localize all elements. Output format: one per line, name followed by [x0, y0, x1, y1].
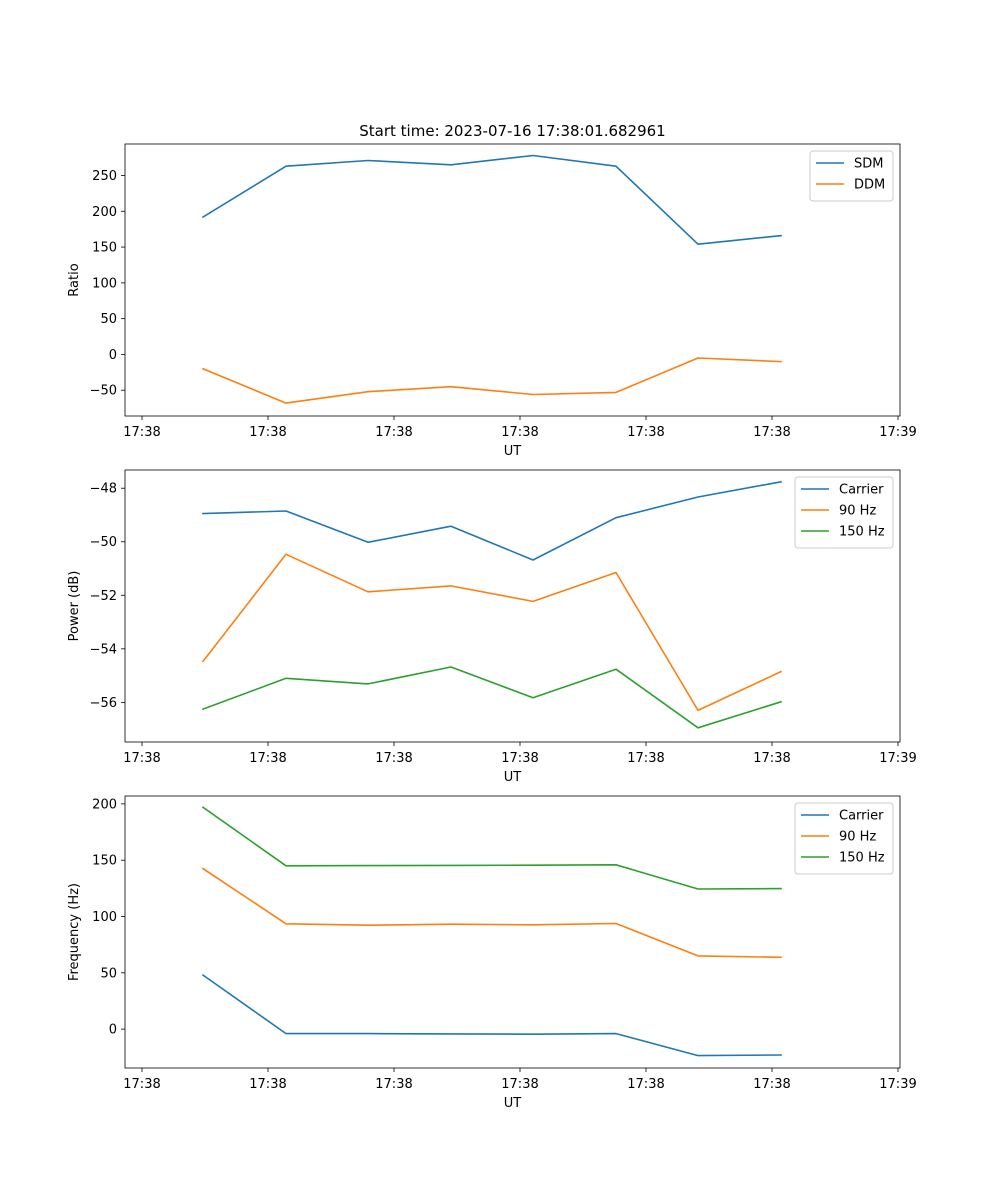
chart-power: −56 −54 −52 −50 −48 17:38 17:38 17:38 17:38 17:38…: [67, 469, 917, 785]
y-axis-label: Frequency (Hz): [67, 883, 82, 981]
series-line-sdm: [201, 154, 782, 245]
x-tick-label: 17:39: [879, 1077, 916, 1092]
legend-label: Carrier: [839, 809, 884, 824]
x-tick-label: 17:38: [249, 1077, 286, 1092]
x-tick-label: 17:38: [753, 751, 790, 766]
chart-ratio: −50 0 50 100 150 200 250 17:38 17:38 17:38 17:38 17…: [67, 143, 917, 459]
x-axis-label: UT: [504, 1096, 522, 1111]
chart-panels: −50 0 50 100 150 200 250 17:38 17:38 17:38 17:38 17…: [67, 143, 917, 1111]
y-tick-label: 50: [100, 966, 117, 981]
x-tick-label: 17:38: [249, 751, 286, 766]
y-axis-label: Ratio: [67, 263, 82, 296]
figure-title: Start time: 2023-07-16 17:38:01.682961: [359, 122, 665, 140]
legend-label: 90 Hz: [839, 830, 876, 845]
x-tick-label: 17:38: [375, 425, 412, 440]
series-line-ddm: [201, 357, 782, 404]
y-tick-label: 200: [92, 205, 117, 220]
y-tick-label: 200: [92, 797, 117, 812]
series-line-150-hz: [201, 666, 783, 729]
x-tick-label: 17:38: [501, 425, 538, 440]
chart-frequency: 0 50 100 150 200 17:38 17:38 17:38 17:38 17:38 17:…: [67, 795, 917, 1111]
y-tick-label: −50: [90, 535, 117, 550]
x-tick-label: 17:38: [501, 1077, 538, 1092]
x-tick-label: 17:38: [627, 751, 664, 766]
y-tick-label: 150: [92, 854, 117, 869]
y-tick-label: 100: [92, 910, 117, 925]
y-tick-label: 150: [92, 241, 117, 256]
legend-label: 90 Hz: [839, 504, 876, 519]
x-tick-label: 17:38: [627, 425, 664, 440]
x-axis-label: UT: [504, 770, 522, 785]
legend: Carrier 90 Hz 150 Hz: [794, 802, 894, 875]
y-tick-label: −54: [90, 642, 117, 657]
legend-label: DDM: [854, 178, 885, 193]
y-tick-label: 100: [92, 276, 117, 291]
y-tick-label: 0: [109, 1023, 117, 1038]
series-line-carrier: [202, 480, 782, 561]
x-tick-label: 17:38: [501, 751, 538, 766]
x-tick-label: 17:38: [249, 425, 286, 440]
x-tick-label: 17:39: [879, 425, 916, 440]
series-line-150-hz: [201, 806, 782, 890]
y-tick-label: 0: [109, 348, 117, 363]
x-tick-label: 17:38: [375, 751, 412, 766]
y-tick-label: −50: [90, 384, 117, 399]
y-axis-label: Power (dB): [67, 571, 82, 642]
x-tick-label: 17:38: [375, 1077, 412, 1092]
x-tick-label: 17:38: [123, 425, 160, 440]
y-tick-label: 50: [100, 312, 117, 327]
x-axis-label: UT: [504, 444, 522, 459]
x-tick-label: 17:38: [123, 751, 160, 766]
x-tick-label: 17:38: [753, 1077, 790, 1092]
legend-label: 150 Hz: [839, 851, 885, 866]
y-tick-label: −52: [90, 589, 117, 604]
x-tick-label: 17:38: [627, 1077, 664, 1092]
series-line-carrier: [201, 973, 782, 1057]
plot-frame: [124, 143, 901, 417]
plot-frame: [124, 469, 901, 743]
x-tick-label: 17:38: [123, 1077, 160, 1092]
legend-label: 150 Hz: [839, 525, 885, 540]
series-line-90-hz: [201, 867, 782, 959]
plot-frame: [124, 795, 901, 1069]
legend-label: SDM: [854, 157, 883, 172]
series-line-90-hz: [201, 553, 783, 712]
x-tick-label: 17:38: [753, 425, 790, 440]
x-tick-label: 17:39: [879, 751, 916, 766]
legend: Carrier 90 Hz 150 Hz: [794, 476, 894, 549]
y-tick-label: −48: [90, 482, 117, 497]
y-tick-label: 250: [92, 169, 117, 184]
legend: SDM DDM: [809, 150, 894, 202]
y-tick-label: −56: [90, 696, 117, 711]
legend-label: Carrier: [839, 483, 884, 498]
